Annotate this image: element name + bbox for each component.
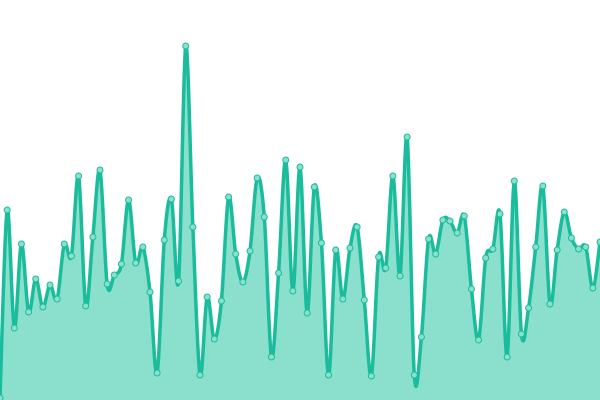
data-point-0 xyxy=(0,394,4,400)
data-point-78 xyxy=(553,246,561,254)
data-point-64 xyxy=(453,229,461,237)
data-point-52 xyxy=(367,372,375,380)
data-point-57 xyxy=(403,133,411,141)
data-point-72 xyxy=(510,177,518,185)
data-point-45 xyxy=(317,239,325,247)
data-point-39 xyxy=(275,269,283,277)
data-point-25 xyxy=(175,277,183,285)
data-point-51 xyxy=(360,296,368,304)
data-point-44 xyxy=(310,183,318,191)
data-point-40 xyxy=(282,156,290,164)
data-point-11 xyxy=(75,172,83,180)
data-point-84 xyxy=(596,238,600,246)
data-point-79 xyxy=(560,208,568,216)
data-point-37 xyxy=(260,213,268,221)
data-point-26 xyxy=(182,42,190,50)
data-point-49 xyxy=(346,244,354,252)
data-point-30 xyxy=(210,335,218,343)
data-point-67 xyxy=(475,336,483,344)
data-point-7 xyxy=(46,281,54,289)
series-line xyxy=(0,44,600,399)
data-point-83 xyxy=(589,284,597,292)
data-point-74 xyxy=(525,304,533,312)
data-point-47 xyxy=(332,246,340,254)
data-point-55 xyxy=(389,172,397,180)
data-point-23 xyxy=(160,236,168,244)
data-point-62 xyxy=(439,216,447,224)
data-point-80 xyxy=(567,234,575,242)
data-point-19 xyxy=(132,259,140,267)
data-point-8 xyxy=(53,295,61,303)
data-point-31 xyxy=(217,297,225,305)
data-point-73 xyxy=(517,330,525,338)
data-point-41 xyxy=(289,287,297,295)
data-point-58 xyxy=(410,371,418,379)
data-point-77 xyxy=(546,300,554,308)
data-point-12 xyxy=(82,302,90,310)
data-point-50 xyxy=(353,223,361,231)
data-point-56 xyxy=(396,272,404,280)
data-point-13 xyxy=(89,233,97,241)
data-point-66 xyxy=(467,285,475,293)
data-point-71 xyxy=(503,353,511,361)
data-point-76 xyxy=(539,182,547,190)
data-point-1 xyxy=(3,206,11,214)
data-point-3 xyxy=(17,240,25,248)
data-point-36 xyxy=(253,174,261,182)
data-point-17 xyxy=(117,260,125,268)
data-point-16 xyxy=(110,271,118,279)
data-point-15 xyxy=(103,280,111,288)
data-point-9 xyxy=(60,240,68,248)
data-point-10 xyxy=(67,252,75,260)
data-point-33 xyxy=(232,250,240,258)
data-point-27 xyxy=(189,223,197,231)
data-point-35 xyxy=(246,247,254,255)
data-point-22 xyxy=(153,369,161,377)
data-point-5 xyxy=(32,275,40,283)
data-point-14 xyxy=(96,166,104,174)
data-point-18 xyxy=(125,196,133,204)
data-point-6 xyxy=(39,303,47,311)
data-point-4 xyxy=(25,308,33,316)
data-points xyxy=(0,42,600,400)
data-point-20 xyxy=(139,243,147,251)
data-point-43 xyxy=(303,309,311,317)
data-point-48 xyxy=(339,295,347,303)
data-point-75 xyxy=(532,243,540,251)
data-point-61 xyxy=(432,250,440,258)
data-point-60 xyxy=(425,235,433,243)
data-point-63 xyxy=(446,217,454,225)
data-point-21 xyxy=(146,288,154,296)
area-fill xyxy=(0,45,600,400)
data-point-68 xyxy=(482,254,490,262)
data-point-54 xyxy=(382,264,390,272)
data-point-32 xyxy=(225,193,233,201)
data-point-81 xyxy=(575,245,583,253)
data-point-46 xyxy=(325,371,333,379)
data-point-24 xyxy=(167,195,175,203)
data-point-28 xyxy=(196,371,204,379)
data-point-65 xyxy=(460,212,468,220)
data-point-42 xyxy=(296,163,304,171)
data-point-38 xyxy=(267,353,275,361)
data-point-69 xyxy=(489,245,497,253)
data-point-53 xyxy=(375,253,383,261)
data-point-59 xyxy=(417,333,425,341)
data-point-29 xyxy=(203,293,211,301)
data-point-2 xyxy=(10,324,18,332)
data-point-82 xyxy=(582,243,590,251)
data-point-34 xyxy=(239,278,247,286)
data-point-70 xyxy=(496,210,504,218)
